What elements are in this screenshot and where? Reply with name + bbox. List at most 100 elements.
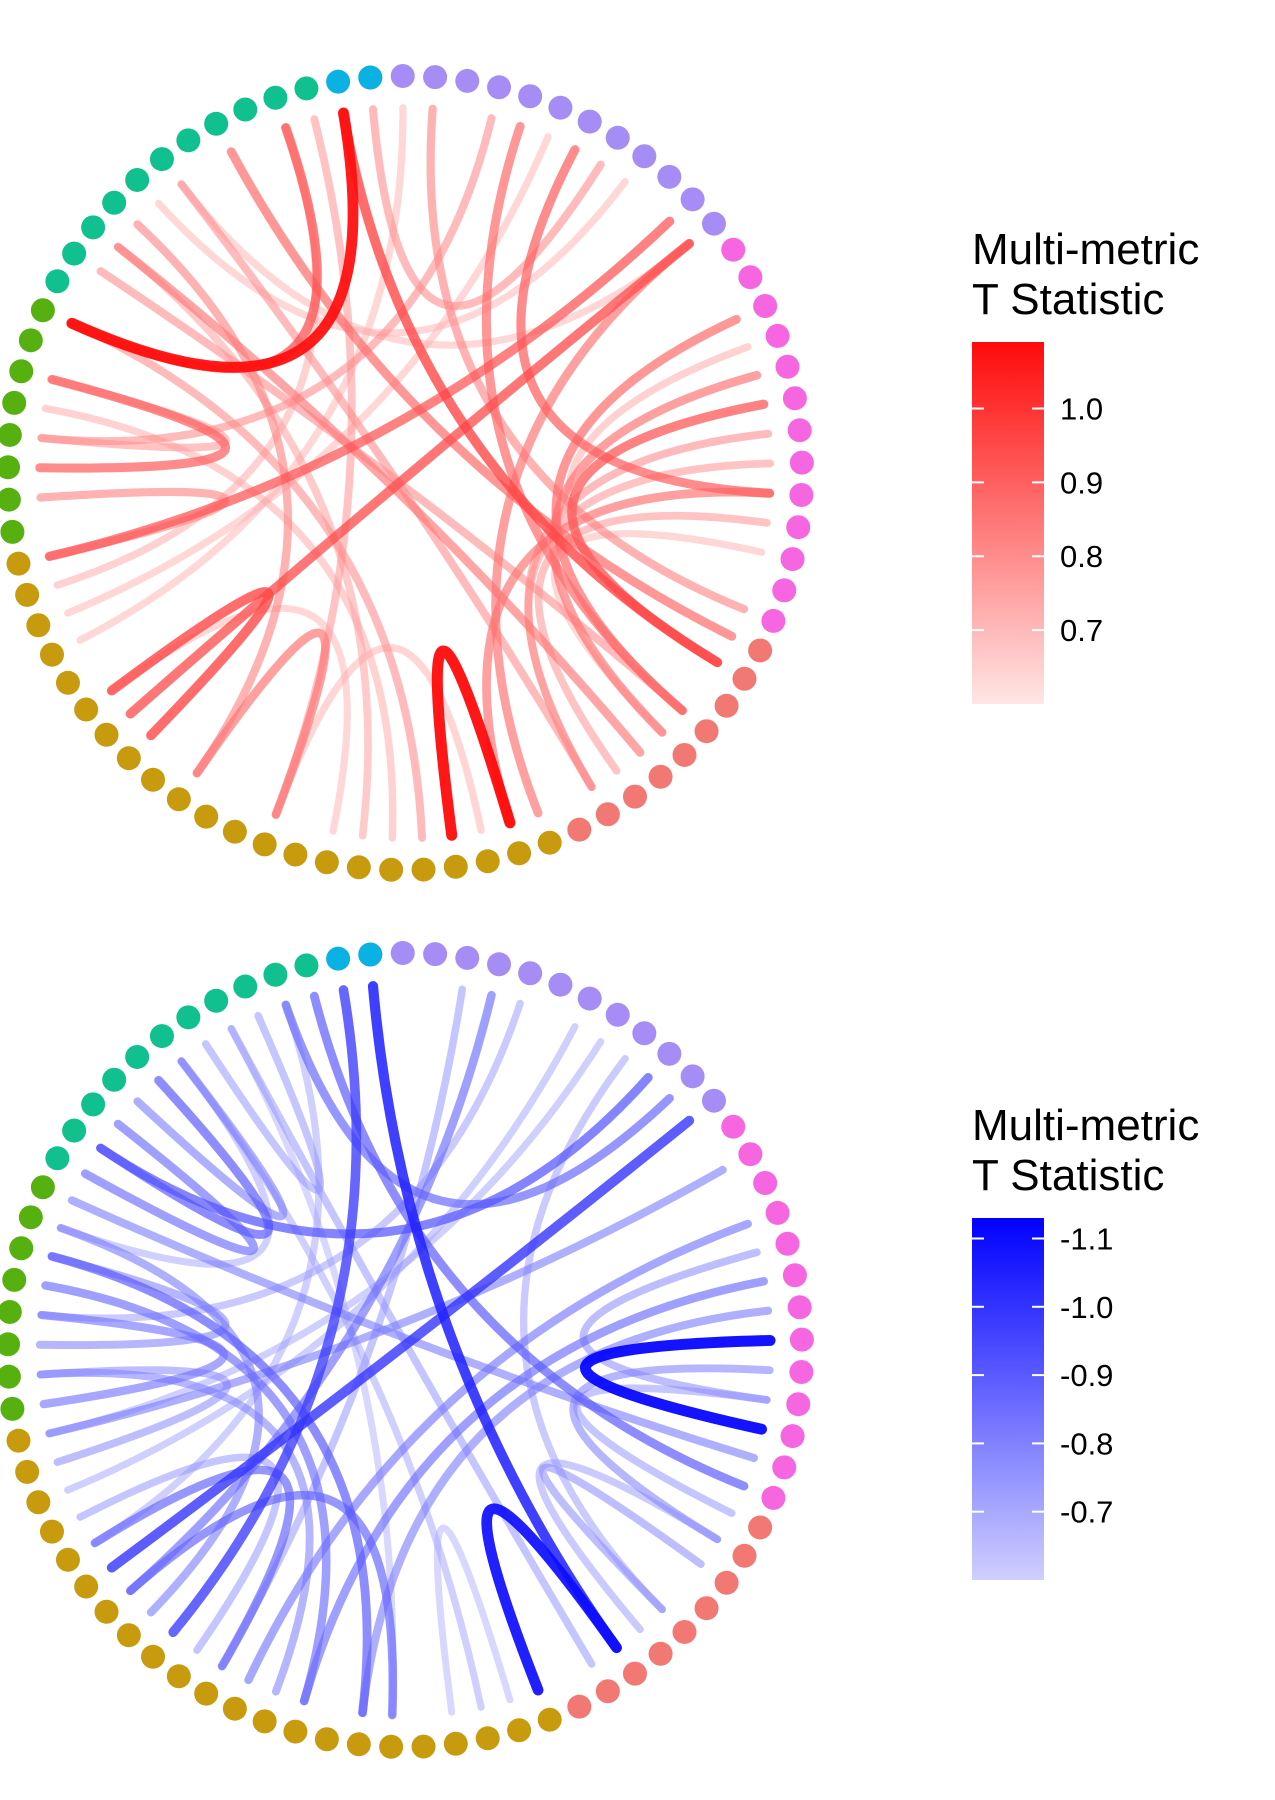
- node: [194, 804, 219, 829]
- negative-legend: Multi-metric T Statistic -1.1 -1.0 -0.9 -0.…: [972, 1101, 1199, 1580]
- node: [577, 109, 602, 134]
- legend-tick-label: -1.0: [1060, 1290, 1113, 1325]
- node: [283, 1719, 308, 1744]
- edge: [491, 239, 694, 818]
- node: [672, 742, 697, 767]
- node: [475, 1726, 500, 1751]
- node: [283, 842, 308, 867]
- legend-tick-label: -0.8: [1060, 1426, 1113, 1461]
- node: [30, 1175, 55, 1200]
- edge: [126, 1490, 398, 1720]
- edge: [56, 1223, 263, 1617]
- edge: [37, 114, 496, 446]
- edge: [367, 981, 622, 1653]
- node: [748, 1515, 773, 1540]
- node: [252, 832, 277, 857]
- node: [18, 328, 43, 353]
- node: [74, 697, 99, 722]
- node: [732, 1543, 757, 1568]
- edge: [76, 1453, 282, 1654]
- edge: [201, 1011, 325, 1194]
- node: [787, 418, 812, 443]
- node: [772, 1455, 797, 1480]
- edge: [538, 1463, 705, 1614]
- legend-title-line2: T Statistic: [972, 1151, 1164, 1200]
- node: [605, 1002, 630, 1027]
- edge: [244, 1219, 752, 1685]
- node: [761, 1485, 786, 1510]
- edge: [338, 108, 723, 668]
- node: [648, 1641, 673, 1666]
- edge: [80, 1119, 258, 1256]
- edge: [133, 1057, 288, 1221]
- node: [753, 1171, 778, 1196]
- node: [622, 784, 647, 809]
- node: [632, 144, 657, 169]
- node: [443, 1731, 468, 1756]
- edge: [126, 990, 496, 1596]
- node: [149, 1024, 174, 1049]
- node: [748, 638, 773, 663]
- edge: [41, 404, 397, 842]
- node: [537, 830, 562, 855]
- node: [263, 962, 288, 987]
- node: [81, 215, 106, 240]
- node: [487, 952, 512, 977]
- node: [0, 1396, 25, 1421]
- legend-tick-label: 0.7: [1060, 613, 1103, 648]
- node: [166, 787, 191, 812]
- node: [738, 265, 763, 290]
- edge: [114, 243, 372, 840]
- edge: [192, 628, 330, 820]
- legend-tick-label: 1.0: [1060, 391, 1103, 426]
- node: [379, 1734, 404, 1759]
- node: [176, 1005, 201, 1030]
- legend-title-line2: T Statistic: [972, 275, 1164, 324]
- node: [518, 84, 543, 109]
- edge: [45, 1165, 727, 1438]
- node: [475, 849, 500, 874]
- edge: [96, 1073, 653, 1239]
- legend-tick-label: -0.9: [1060, 1358, 1113, 1393]
- node: [775, 1231, 800, 1256]
- node: [39, 642, 64, 667]
- node: [294, 76, 319, 101]
- node: [149, 147, 174, 172]
- node: [0, 1332, 21, 1357]
- edge: [67, 319, 427, 842]
- node: [74, 1574, 99, 1599]
- node: [0, 1364, 21, 1389]
- node: [314, 850, 339, 875]
- node: [648, 764, 673, 789]
- legend-tick-label: -0.7: [1060, 1495, 1113, 1530]
- node: [595, 802, 620, 827]
- node: [102, 190, 127, 215]
- edge: [481, 1503, 622, 1696]
- node: [694, 1596, 719, 1621]
- node: [2, 390, 27, 415]
- node: [701, 1088, 726, 1113]
- node: [765, 323, 790, 348]
- node: [6, 1428, 31, 1453]
- node: [0, 519, 25, 544]
- node: [15, 1459, 40, 1484]
- negative-nodes: [0, 941, 814, 1759]
- node: [789, 450, 814, 475]
- node: [455, 945, 480, 970]
- legend-title-line1: Multi-metric: [972, 225, 1199, 274]
- edge: [125, 238, 694, 719]
- node: [314, 1727, 339, 1752]
- edge: [133, 220, 292, 778]
- node: [548, 972, 573, 997]
- node: [423, 65, 448, 90]
- negative-chord-panel: Multi-metric T Statistic -1.1 -1.0 -0.9 -0.…: [0, 941, 1199, 1759]
- edge: [168, 985, 362, 1638]
- edge: [44, 216, 675, 562]
- node: [26, 613, 51, 638]
- node: [738, 1142, 763, 1167]
- edge: [299, 1277, 768, 1706]
- node: [782, 386, 807, 411]
- node: [141, 767, 166, 792]
- node: [753, 294, 778, 319]
- node: [55, 670, 80, 695]
